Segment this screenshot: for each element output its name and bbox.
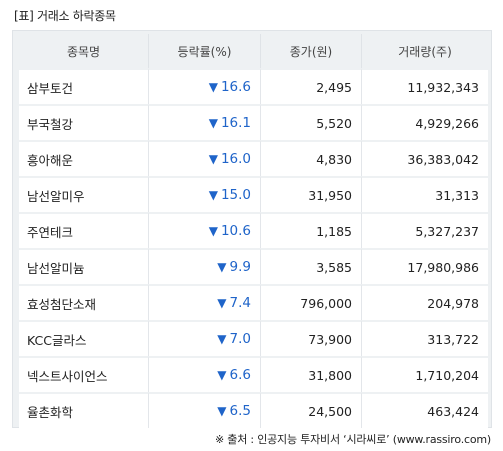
change-rate: ▼ 7.4 bbox=[148, 284, 260, 320]
stock-name: 흥아해운 bbox=[19, 140, 148, 176]
trade-volume: 313,722 bbox=[361, 320, 488, 356]
down-arrow-icon: ▼ bbox=[217, 404, 227, 418]
trade-volume: 11,932,343 bbox=[361, 68, 488, 104]
table-row: 효성첨단소재 ▼ 7.4 796,000 204,978 bbox=[19, 284, 488, 320]
stock-name: KCC글라스 bbox=[19, 320, 148, 356]
close-price: 31,800 bbox=[260, 356, 361, 392]
change-rate-value: 7.4 bbox=[229, 295, 251, 311]
change-rate: ▼ 9.9 bbox=[148, 248, 260, 284]
change-rate: ▼ 6.6 bbox=[148, 356, 260, 392]
change-rate: ▼ 10.6 bbox=[148, 212, 260, 248]
stock-name: 부국철강 bbox=[19, 104, 148, 140]
stock-name: 효성첨단소재 bbox=[19, 284, 148, 320]
down-arrow-icon: ▼ bbox=[217, 368, 227, 382]
trade-volume: 1,710,204 bbox=[361, 356, 488, 392]
close-price: 4,830 bbox=[260, 140, 361, 176]
change-rate-value: 16.0 bbox=[220, 151, 251, 167]
stock-name: 남선알미늄 bbox=[19, 248, 148, 284]
change-rate-value: 6.6 bbox=[229, 367, 251, 383]
close-price: 1,185 bbox=[260, 212, 361, 248]
down-arrow-icon: ▼ bbox=[208, 152, 218, 166]
declining-stocks-table: 종목명 등락률(%) 종가(원) 거래량(주) 삼부토건 ▼ 16.6 2,495 11… bbox=[19, 34, 488, 428]
change-rate-value: 10.6 bbox=[220, 223, 251, 239]
trade-volume: 204,978 bbox=[361, 284, 488, 320]
close-price: 24,500 bbox=[260, 392, 361, 428]
change-rate: ▼ 16.0 bbox=[148, 140, 260, 176]
change-rate-value: 15.0 bbox=[220, 187, 251, 203]
header-name: 종목명 bbox=[19, 34, 148, 68]
table-row: KCC글라스 ▼ 7.0 73,900 313,722 bbox=[19, 320, 488, 356]
trade-volume: 463,424 bbox=[361, 392, 488, 428]
down-arrow-icon: ▼ bbox=[208, 80, 218, 94]
change-rate: ▼ 6.5 bbox=[148, 392, 260, 428]
table-row: 부국철강 ▼ 16.1 5,520 4,929,266 bbox=[19, 104, 488, 140]
down-arrow-icon: ▼ bbox=[217, 296, 227, 310]
down-arrow-icon: ▼ bbox=[208, 116, 218, 130]
change-rate: ▼ 16.6 bbox=[148, 68, 260, 104]
table-header-row: 종목명 등락률(%) 종가(원) 거래량(주) bbox=[19, 34, 488, 68]
down-arrow-icon: ▼ bbox=[217, 260, 227, 274]
table-row: 삼부토건 ▼ 16.6 2,495 11,932,343 bbox=[19, 68, 488, 104]
stock-name: 넥스트사이언스 bbox=[19, 356, 148, 392]
change-rate-value: 16.1 bbox=[220, 115, 251, 131]
stock-name: 남선알미우 bbox=[19, 176, 148, 212]
table-row: 주연테크 ▼ 10.6 1,185 5,327,237 bbox=[19, 212, 488, 248]
change-rate: ▼ 7.0 bbox=[148, 320, 260, 356]
table-row: 율촌화학 ▼ 6.5 24,500 463,424 bbox=[19, 392, 488, 428]
trade-volume: 36,383,042 bbox=[361, 140, 488, 176]
change-rate: ▼ 16.1 bbox=[148, 104, 260, 140]
table-row: 넥스트사이언스 ▼ 6.6 31,800 1,710,204 bbox=[19, 356, 488, 392]
change-rate-value: 6.5 bbox=[229, 403, 251, 419]
stock-name: 삼부토건 bbox=[19, 68, 148, 104]
header-volume: 거래량(주) bbox=[361, 34, 488, 68]
trade-volume: 31,313 bbox=[361, 176, 488, 212]
trade-volume: 17,980,986 bbox=[361, 248, 488, 284]
trade-volume: 4,929,266 bbox=[361, 104, 488, 140]
down-arrow-icon: ▼ bbox=[208, 188, 218, 202]
change-rate-value: 16.6 bbox=[220, 79, 251, 95]
change-rate-value: 7.0 bbox=[229, 331, 251, 347]
stock-name: 율촌화학 bbox=[19, 392, 148, 428]
table-row: 흥아해운 ▼ 16.0 4,830 36,383,042 bbox=[19, 140, 488, 176]
stock-name: 주연테크 bbox=[19, 212, 148, 248]
down-arrow-icon: ▼ bbox=[208, 224, 218, 238]
trade-volume: 5,327,237 bbox=[361, 212, 488, 248]
page-title: [표] 거래소 하락종목 bbox=[14, 9, 116, 23]
header-rate: 등락률(%) bbox=[148, 34, 260, 68]
close-price: 73,900 bbox=[260, 320, 361, 356]
close-price: 5,520 bbox=[260, 104, 361, 140]
source-note: ※ 출처 : 인공지능 투자비서 ‘시라씨로’ (www.rassiro.com… bbox=[214, 433, 491, 446]
change-rate: ▼ 15.0 bbox=[148, 176, 260, 212]
header-close: 종가(원) bbox=[260, 34, 361, 68]
table-row: 남선알미늄 ▼ 9.9 3,585 17,980,986 bbox=[19, 248, 488, 284]
close-price: 2,495 bbox=[260, 68, 361, 104]
table-row: 남선알미우 ▼ 15.0 31,950 31,313 bbox=[19, 176, 488, 212]
change-rate-value: 9.9 bbox=[229, 259, 251, 275]
close-price: 796,000 bbox=[260, 284, 361, 320]
down-arrow-icon: ▼ bbox=[217, 332, 227, 346]
close-price: 31,950 bbox=[260, 176, 361, 212]
table-panel: 종목명 등락률(%) 종가(원) 거래량(주) 삼부토건 ▼ 16.6 2,495 11… bbox=[12, 30, 492, 428]
close-price: 3,585 bbox=[260, 248, 361, 284]
